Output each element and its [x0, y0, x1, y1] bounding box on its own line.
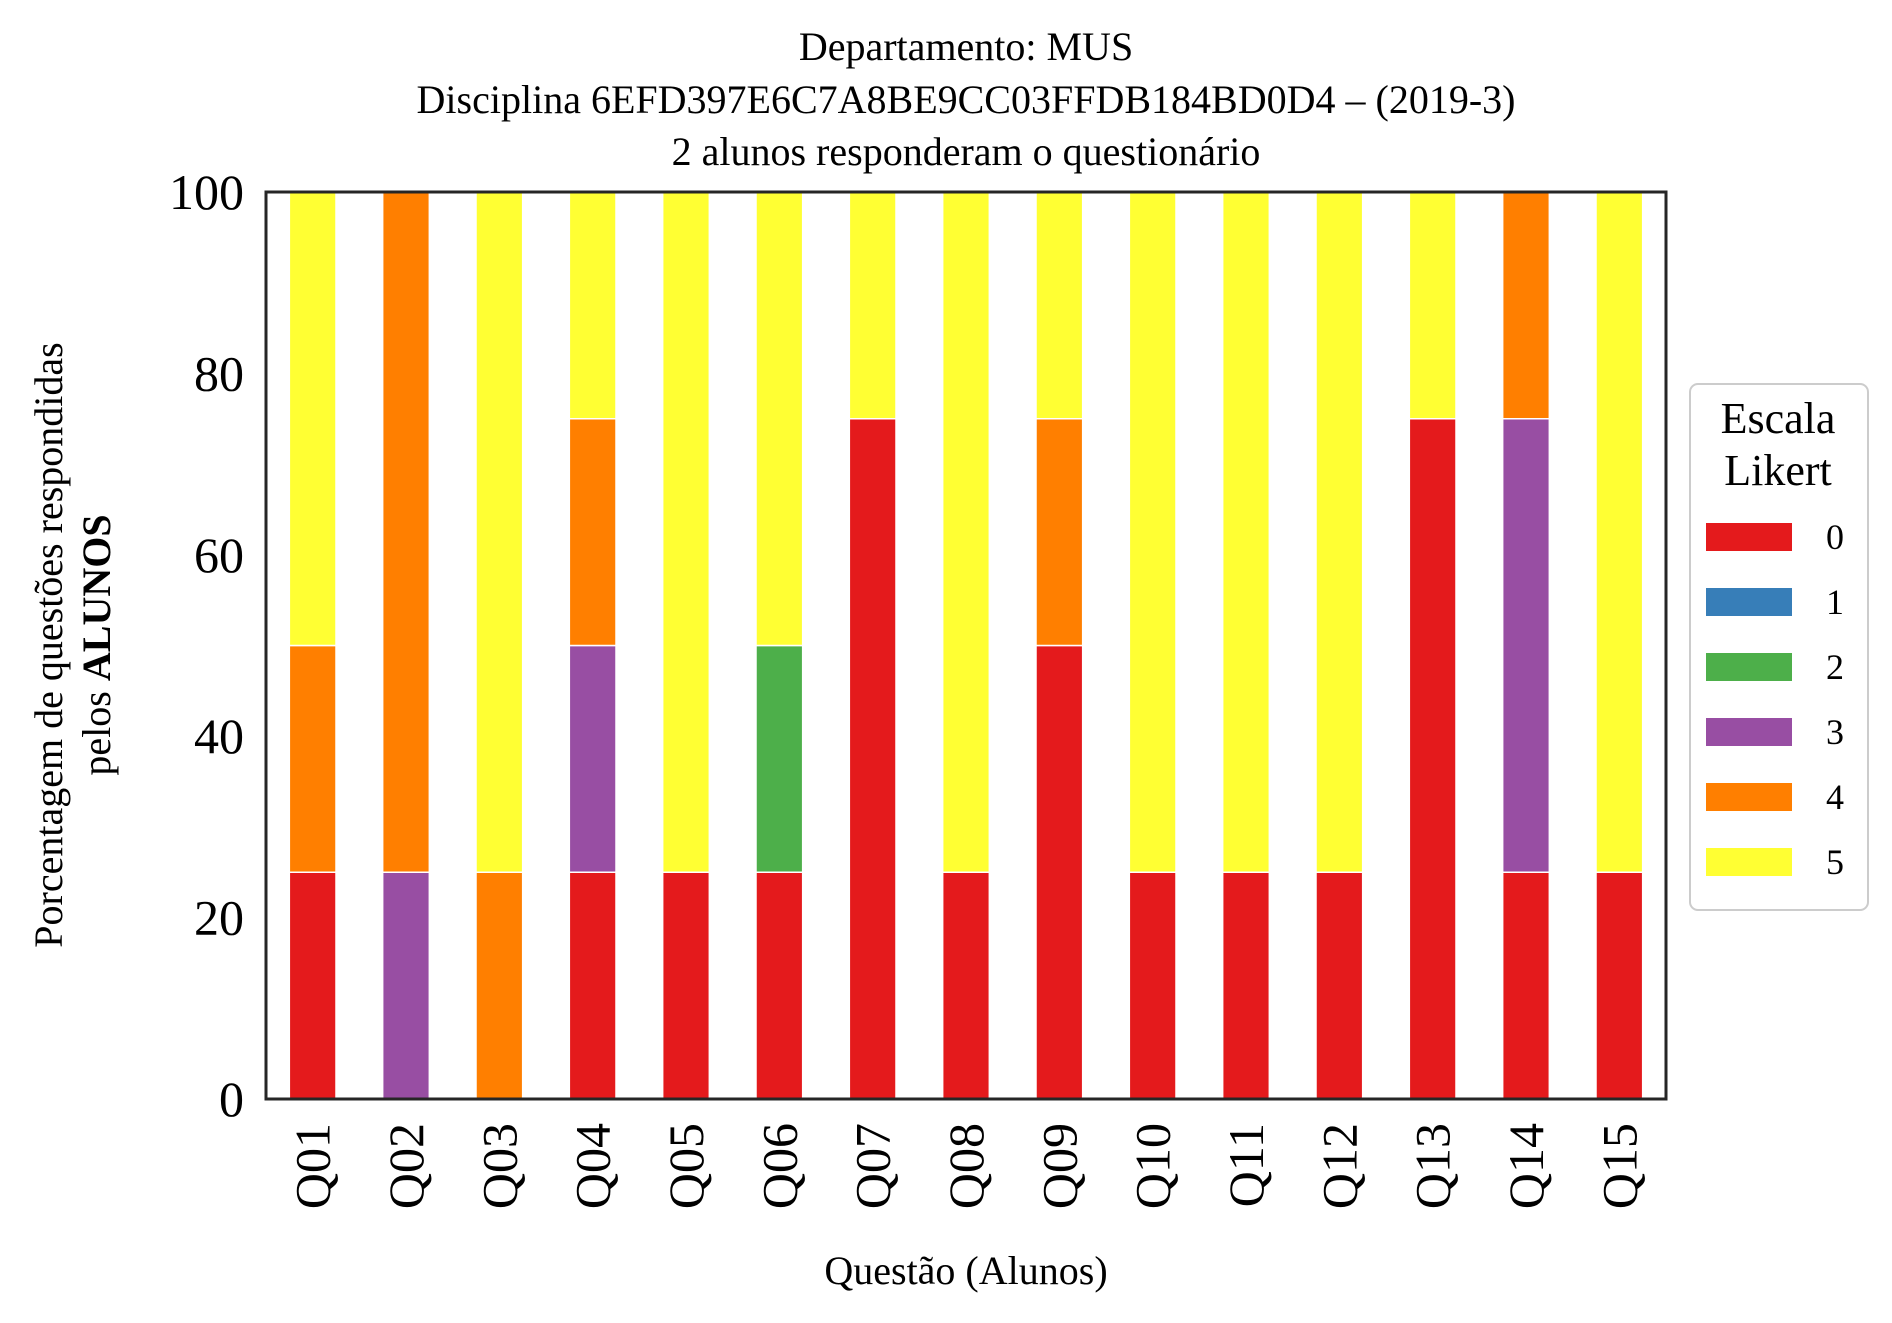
legend-title-line-2: Likert — [1724, 446, 1832, 495]
x-tick-label-q15: Q15 — [1591, 1123, 1647, 1209]
bar-segment-q05-likert-0 — [661, 871, 711, 1100]
x-tick-label-q13: Q13 — [1405, 1123, 1461, 1209]
bar-segment-q01-likert-0 — [288, 871, 337, 1100]
bar-segment-q09-likert-5 — [1035, 191, 1084, 420]
y-tick-label-60: 60 — [194, 527, 244, 583]
y-tick-label-100: 100 — [169, 164, 244, 220]
x-tick-label-q04: Q04 — [565, 1123, 621, 1209]
legend-label-3: 3 — [1826, 712, 1844, 752]
x-tick-label-q03: Q03 — [471, 1123, 527, 1209]
legend-swatch-0 — [1706, 523, 1792, 551]
y-axis-ticks: 0 20 40 60 80 100 — [169, 164, 244, 1127]
bar-segment-q13-likert-0 — [1408, 418, 1457, 1100]
y-axis-label-prefix: pelos — [74, 681, 119, 775]
bar-segment-q07-likert-5 — [848, 191, 897, 420]
bar-segment-q04-likert-3 — [568, 644, 617, 873]
bar-segment-q04-likert-4 — [568, 418, 617, 647]
y-tick-label-20: 20 — [194, 890, 244, 946]
x-tick-label-q10: Q10 — [1125, 1123, 1181, 1209]
legend-label-4: 4 — [1826, 777, 1844, 817]
x-tick-label-q11: Q11 — [1218, 1123, 1274, 1207]
bar-segment-q11-likert-5 — [1221, 191, 1271, 873]
bar-segment-q06-likert-2 — [755, 644, 804, 873]
legend-title-line-1: Escala — [1721, 394, 1836, 443]
y-axis-label-bold: ALUNOS — [74, 514, 119, 681]
legend-box — [1689, 383, 1869, 911]
x-tick-label-q01: Q01 — [285, 1123, 341, 1209]
x-tick-label-q14: Q14 — [1498, 1123, 1554, 1209]
legend-swatch-4 — [1706, 783, 1792, 811]
bar-segment-q03-likert-4 — [475, 871, 524, 1100]
bar-segment-q06-likert-5 — [755, 191, 804, 647]
legend-label-0: 0 — [1826, 517, 1844, 557]
legend-label-1: 1 — [1826, 582, 1844, 622]
y-axis-label-line-1: Porcentagem de questões respondidas — [26, 342, 71, 947]
bar-segment-q04-likert-5 — [568, 191, 617, 420]
legend-label-2: 2 — [1826, 647, 1844, 687]
bar-segment-q14-likert-4 — [1501, 191, 1551, 420]
x-tick-label-q02: Q02 — [378, 1123, 434, 1209]
y-tick-label-80: 80 — [194, 345, 244, 401]
bar-segment-q15-likert-5 — [1595, 191, 1644, 873]
bar-segment-q09-likert-0 — [1035, 644, 1084, 1100]
bar-segment-q13-likert-5 — [1408, 191, 1457, 420]
x-tick-label-q05: Q05 — [658, 1123, 714, 1209]
y-axis-label-line-2: pelos ALUNOS — [74, 514, 119, 775]
bar-segment-q03-likert-5 — [475, 191, 524, 873]
bar-segment-q06-likert-0 — [755, 871, 804, 1100]
title-line-2: Disciplina 6EFD397E6C7A8BE9CC03FFDB184BD… — [417, 77, 1516, 122]
bar-segment-q08-likert-0 — [941, 871, 991, 1100]
bar-segment-q10-likert-0 — [1128, 871, 1177, 1100]
x-tick-label-q06: Q06 — [751, 1123, 807, 1209]
bar-segment-q08-likert-5 — [941, 191, 991, 873]
bar-segment-q14-likert-0 — [1501, 871, 1551, 1100]
bar-segment-q09-likert-4 — [1035, 418, 1084, 647]
legend-items: 0 1 2 3 4 5 — [1706, 517, 1844, 882]
bar-segment-q11-likert-0 — [1221, 871, 1271, 1100]
bar-segment-q04-likert-0 — [568, 871, 617, 1100]
title-line-1: Departamento: MUS — [799, 24, 1133, 69]
bar-segment-q02-likert-3 — [381, 871, 431, 1100]
bar-segment-q12-likert-0 — [1315, 871, 1364, 1100]
bar-segment-q02-likert-4 — [381, 191, 431, 873]
legend-swatch-2 — [1706, 653, 1792, 681]
x-tick-label-q12: Q12 — [1311, 1123, 1367, 1209]
bars-layer — [288, 191, 1644, 1100]
plot-frame — [264, 190, 1668, 1101]
x-tick-label-q07: Q07 — [845, 1123, 901, 1209]
legend: Escala Likert 0 1 2 3 4 5 — [1689, 383, 1869, 911]
x-axis-label: Questão (Alunos) — [824, 1248, 1107, 1293]
x-tick-label-q09: Q09 — [1031, 1123, 1087, 1209]
bar-segment-q14-likert-3 — [1501, 418, 1551, 873]
chart-title: Departamento: MUS Disciplina 6EFD397E6C7… — [417, 24, 1516, 174]
bar-segment-q01-likert-5 — [288, 191, 337, 647]
bar-segment-q15-likert-0 — [1595, 871, 1644, 1100]
y-tick-label-0: 0 — [219, 1071, 244, 1127]
legend-swatch-3 — [1706, 718, 1792, 746]
x-tick-label-q08: Q08 — [938, 1123, 994, 1209]
bar-segment-q01-likert-4 — [288, 644, 337, 873]
x-axis-ticks: Q01 Q02 Q03 Q04 Q05 Q06 Q07 Q08 Q09 Q10 Q11 Q12 Q13 Q… — [285, 1123, 1648, 1209]
y-tick-label-40: 40 — [194, 708, 244, 764]
bar-segment-q12-likert-5 — [1315, 191, 1364, 873]
legend-label-5: 5 — [1826, 842, 1844, 882]
title-line-3: 2 alunos responderam o questionário — [672, 129, 1261, 174]
legend-swatch-5 — [1706, 848, 1792, 876]
bar-segment-q07-likert-0 — [848, 418, 897, 1100]
bar-segment-q05-likert-5 — [661, 191, 711, 873]
legend-swatch-1 — [1706, 588, 1792, 616]
bar-segment-q10-likert-5 — [1128, 191, 1177, 873]
